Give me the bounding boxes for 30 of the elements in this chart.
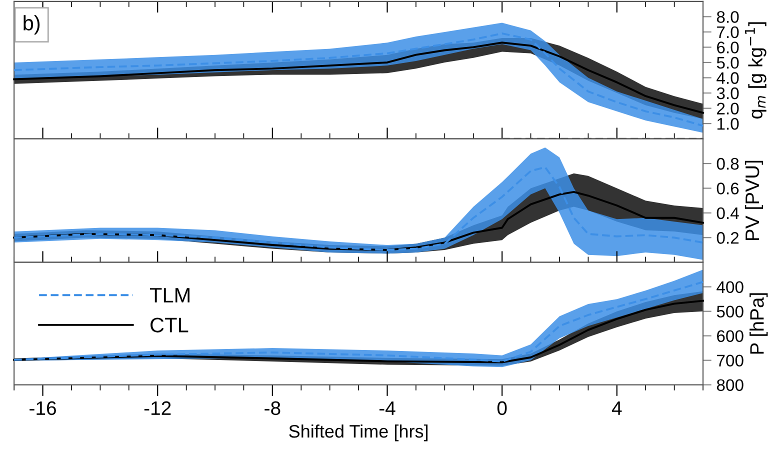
y-tick-label: 5.0 bbox=[716, 56, 739, 69]
y-tick-label: 700 bbox=[717, 354, 744, 367]
y-tick-label: 800 bbox=[716, 379, 744, 392]
x-tick-label: -12 bbox=[144, 401, 171, 415]
y-tick-label: 7.0 bbox=[717, 26, 739, 38]
y-tick-label: 2.0 bbox=[717, 102, 739, 114]
y-tick-label: 3.0 bbox=[716, 87, 739, 100]
y-tick-label: 500 bbox=[716, 306, 744, 318]
x-tick-label: -8 bbox=[264, 401, 280, 416]
annotation: b) bbox=[24, 15, 40, 35]
legend-label: TLM bbox=[150, 288, 190, 302]
y-tick-label: 0.6 bbox=[716, 182, 739, 194]
y-axis-title: q$_{m}$ [g kg$^{−1}$] bbox=[744, 22, 766, 119]
y-tick-label: 600 bbox=[717, 330, 744, 342]
x-tick-label: 0 bbox=[497, 401, 507, 416]
x-tick-label: 4 bbox=[612, 401, 622, 415]
y-tick-label: 6.0 bbox=[717, 42, 739, 54]
x-axis-title: Shifted Time [hrs] bbox=[289, 424, 428, 442]
legend-label: CTL bbox=[150, 318, 188, 332]
y-tick-label: 4.0 bbox=[716, 72, 739, 84]
y-tick-label: 0.8 bbox=[716, 158, 739, 170]
y-axis-title: P [hPa] bbox=[750, 293, 768, 354]
y-tick-label: 1.0 bbox=[717, 118, 739, 130]
y-tick-label: 400 bbox=[716, 281, 744, 294]
y-axis-title: PV [PVU] bbox=[744, 160, 764, 240]
y-tick-label: 0.4 bbox=[716, 207, 739, 220]
y-tick-label: 0.2 bbox=[716, 232, 739, 244]
y-tick-label: 8.0 bbox=[716, 11, 739, 23]
x-tick-label: -16 bbox=[30, 401, 56, 416]
x-tick-label: -4 bbox=[379, 401, 396, 415]
